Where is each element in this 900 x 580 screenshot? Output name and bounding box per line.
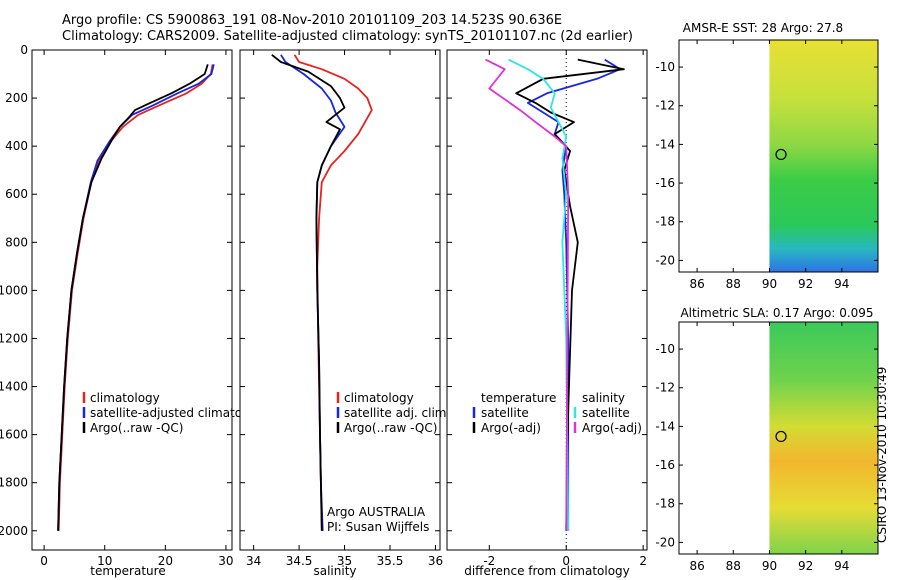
x-tick-label: 10 [97, 554, 112, 568]
profile-title: Argo profile: CS 5900863_191 08-Nov-2010… [62, 13, 563, 28]
map-y-tick-label: -10 [655, 60, 675, 74]
map-y-tick-label: -16 [655, 176, 675, 190]
sla-map-title: Altimetric SLA: 0.17 Argo: 0.095 [680, 306, 873, 320]
sla-map: Altimetric SLA: 0.17 Argo: 0.095 86 88 90 9… [655, 306, 879, 573]
map-x-tick-label: 92 [798, 277, 813, 291]
map-x-tick-label: 90 [762, 559, 777, 573]
climatology-title: Climatology: CARS2009. Satellite-adjuste… [62, 29, 633, 44]
y-tick-label: 1800 [0, 476, 28, 490]
map-y-tick-label: -14 [655, 137, 675, 151]
sla-map-frame [678, 321, 879, 555]
map-x-tick-label: 86 [689, 277, 704, 291]
legend-item: Argo(..raw -QC) [90, 421, 183, 435]
temperature-legend: climatology satellite-adjusted climatolo… [82, 391, 268, 435]
sst-map-frame [678, 39, 879, 273]
y-tick-label: 2000 [0, 524, 28, 538]
map-y-tick-label: -10 [655, 342, 675, 356]
legend-item: satellite [481, 406, 529, 420]
map-x-tick-label: 92 [798, 559, 813, 573]
temperature-panel: 0 10 20 30 0 200 400 600 800 1000 1200 1400 1600 1800… [0, 43, 268, 578]
map-y-tick-label: -12 [655, 381, 675, 395]
x-tick-label: 34 [246, 554, 261, 568]
sst-map: AMSR-E SST: 28 Argo: 27.8 86 88 90 92 94 -10 -… [655, 21, 879, 291]
map-x-tick-label: 94 [834, 559, 849, 573]
legend-item: satellite-adjusted climatology [90, 406, 268, 420]
salinity-legend: climatology satellite adj. clim. Argo(..… [336, 391, 450, 435]
argo-program-annotation: Argo AUSTRALIA [327, 505, 426, 519]
legend-item: satellite [582, 406, 630, 420]
x-tick-label: 35.5 [377, 554, 404, 568]
map-x-tick-label: 86 [689, 559, 704, 573]
map-y-tick-label: -12 [655, 99, 675, 113]
y-tick-label: 600 [5, 187, 28, 201]
map-x-tick-label: 88 [726, 277, 741, 291]
series-line-black [57, 64, 209, 531]
legend-title-salinity: salinity [582, 391, 625, 405]
gridded-field [769, 322, 878, 554]
sla-field [769, 322, 878, 554]
map-y-tick-label: -20 [655, 535, 675, 549]
x-tick-label: 0 [40, 554, 48, 568]
map-x-tick-label: 94 [834, 277, 849, 291]
credit-timestamp: CSIRO 13-Nov-2010 10:30:49 [875, 366, 889, 543]
sst-map-title: AMSR-E SST: 28 Argo: 27.8 [683, 21, 843, 35]
pi-annotation: PI: Susan Wijffels [327, 520, 429, 534]
y-tick-label: 400 [5, 139, 28, 153]
y-tick-label: 0 [20, 43, 28, 57]
x-tick-label: 2 [639, 554, 647, 568]
difference-panel: -2 0 2 difference from climatology tempera… [446, 49, 648, 578]
y-tick-label: 800 [5, 235, 28, 249]
legend-item: Argo(..raw -QC) [344, 421, 437, 435]
map-y-tick-label: -14 [655, 419, 675, 433]
x-tick-label: -2 [483, 554, 495, 568]
y-tick-label: 1000 [0, 283, 28, 297]
argo-location-marker [775, 148, 787, 161]
series-line-black [515, 58, 625, 531]
gridded-field [769, 40, 878, 272]
legend-item: climatology [90, 391, 160, 405]
y-tick-label: 1600 [0, 428, 28, 442]
difference-legend: temperature salinity satellite Argo(-adj… [472, 391, 642, 435]
series-line-black [271, 54, 346, 531]
y-tick-label: 1400 [0, 380, 28, 394]
legend-item: climatology [344, 391, 414, 405]
map-y-tick-label: -20 [655, 253, 675, 267]
legend-item: Argo(-adj) [481, 421, 541, 435]
legend-item: Argo(-adj) [582, 421, 642, 435]
x-tick-label: 30 [218, 554, 233, 568]
map-x-tick-label: 88 [726, 559, 741, 573]
x-tick-label: 36 [428, 554, 443, 568]
argo-location-marker [775, 430, 787, 443]
legend-title-temperature: temperature [481, 391, 556, 405]
salinity-xlabel: salinity [313, 564, 356, 578]
legend-item: satellite adj. clim. [344, 406, 450, 420]
map-x-tick-label: 90 [762, 277, 777, 291]
series-line-cyan [508, 58, 570, 531]
difference-plot-frame [446, 49, 648, 551]
x-tick-label: 20 [158, 554, 173, 568]
x-tick-label: 35 [337, 554, 352, 568]
salinity-panel: 34 34.5 35 35.5 36 salinity climatology sate… [239, 49, 450, 578]
temperature-xlabel: temperature [90, 564, 165, 578]
series-line-magenta [485, 58, 570, 531]
sst-field [769, 40, 878, 272]
salinity-plot-frame [239, 49, 441, 551]
temperature-plot-frame [31, 49, 233, 551]
x-tick-label: 34.5 [286, 554, 313, 568]
map-y-tick-label: -16 [655, 458, 675, 472]
y-tick-label: 200 [5, 91, 28, 105]
map-y-tick-label: -18 [655, 215, 675, 229]
x-tick-label: 0 [562, 554, 570, 568]
map-y-tick-label: -18 [655, 497, 675, 511]
difference-xlabel: difference from climatology [464, 564, 630, 578]
y-tick-label: 1200 [0, 331, 28, 345]
